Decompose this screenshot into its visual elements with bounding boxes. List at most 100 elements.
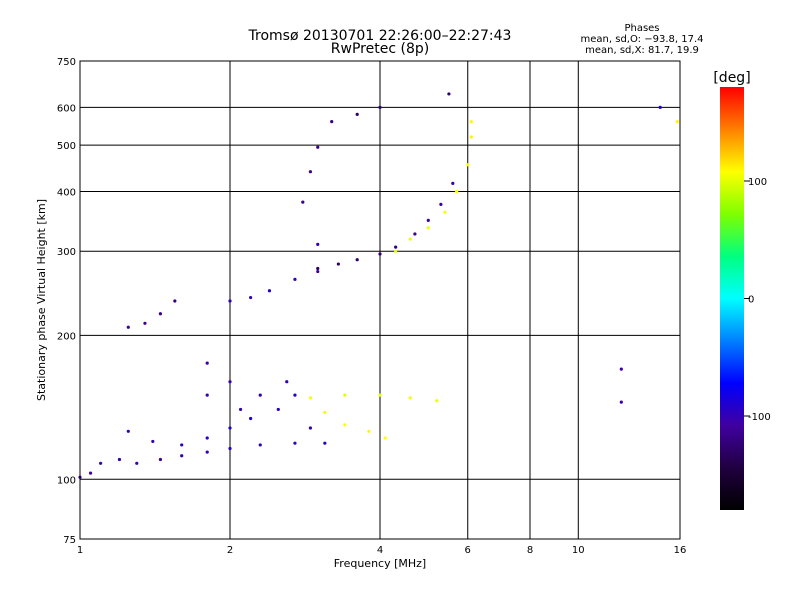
data-point [316,266,320,271]
x-tick-label: 16 [674,545,687,556]
data-point [151,439,155,444]
data-point [99,461,103,465]
data-point [469,135,473,139]
data-point [658,105,662,109]
x-tick-label: 2 [227,545,233,556]
phase-box-title: Phases [624,23,659,34]
y-tick-label: 600 [57,103,76,114]
data-point [316,269,320,274]
data-point [258,393,262,397]
x-tick-labels: 1 2 4 6 8 10 16 [77,545,687,556]
data-point [426,218,430,223]
x-tick-label: 10 [572,545,585,556]
data-point [205,450,209,454]
grid-lines [80,61,680,539]
data-point [355,112,359,116]
data-point [293,393,297,397]
data-point [158,312,163,316]
data-point [355,258,359,262]
data-point [88,471,93,475]
colorbar [720,87,744,510]
x-tick-label: 6 [465,545,471,556]
data-point [455,189,459,194]
data-point [308,396,313,400]
x-axis-label: Frequency [MHz] [334,557,426,570]
x-tick-label: 1 [77,545,83,556]
data-point [447,92,451,96]
data-point [205,393,209,397]
data-point [173,299,177,303]
y-tick-label: 200 [57,331,76,342]
data-point [276,407,280,412]
data-point [323,441,327,445]
data-point [117,457,122,462]
data-point [343,423,347,427]
data-point [443,210,447,214]
y-tick-label: 100 [57,475,76,486]
data-point [466,163,470,167]
colorbar-tick-label: 100 [748,177,767,188]
data-point [408,237,412,241]
colorbar-tick-label: -100 [748,412,771,423]
chart-subtitle: RwPretec (8p) [331,41,429,57]
data-point [228,446,232,451]
data-point [619,367,623,371]
y-tick-label: 75 [63,535,76,546]
y-axis-label: Stationary phase Virtual Height [km] [35,199,48,401]
data-point [413,232,417,236]
data-points [78,92,679,479]
data-point [228,426,232,430]
data-point [330,120,334,124]
data-point [469,120,473,124]
phase-box-line1: mean, sd,O: −93.8, 17.4 [581,34,704,45]
colorbar-label: [deg] [713,70,750,86]
data-point [293,277,297,281]
data-point [301,200,305,204]
data-point [293,441,297,445]
data-point [180,454,184,458]
y-tick-label: 300 [57,247,76,258]
data-point [435,399,439,403]
data-point [316,145,320,149]
data-point [267,289,272,293]
data-point [439,202,443,206]
data-point [143,321,147,325]
data-point [675,120,679,124]
data-point [336,262,340,266]
data-point [285,380,289,384]
chart-title: Tromsø 20130701 22:26:00–22:27:43 [248,28,512,44]
x-tick-label: 4 [377,545,383,556]
x-tick-label: 8 [527,545,533,556]
data-point [316,242,320,247]
data-point [426,226,430,230]
colorbar-ticks: 100 0 -100 [744,177,771,423]
data-point [451,181,455,185]
data-point [394,249,398,253]
data-point [228,299,232,303]
data-point [180,443,184,447]
data-point [308,426,313,430]
data-point [378,252,382,256]
data-point [126,429,130,433]
data-point [126,325,130,329]
data-point [135,461,139,465]
data-point [378,393,382,397]
y-tick-labels: 75 100 200 300 400 500 600 750 [57,57,76,546]
data-point [158,457,163,462]
data-point [249,295,253,300]
data-point [408,396,412,400]
data-point [367,429,371,433]
data-point [205,361,209,365]
data-point [394,245,398,249]
data-point [258,443,262,447]
data-point [308,170,313,174]
data-point [383,436,387,440]
data-point [343,393,347,397]
y-tick-label: 500 [57,141,76,152]
data-point [323,410,327,415]
data-point [205,436,209,440]
y-tick-label: 400 [57,187,76,198]
phase-box-line2: mean, sd,X: 81.7, 19.9 [585,45,699,56]
plot-frame [79,60,681,540]
